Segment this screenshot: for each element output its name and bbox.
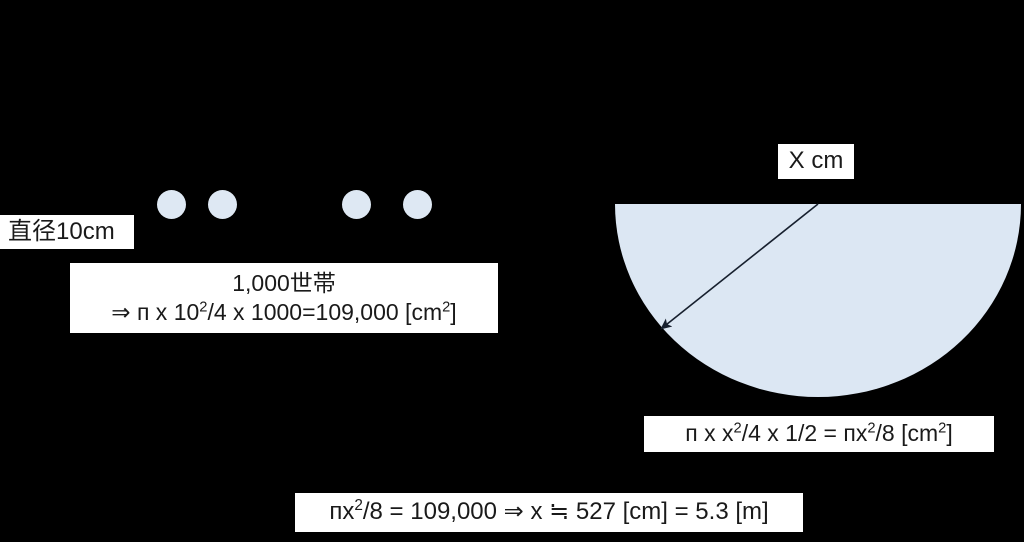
- household-formula-middle: /4 x 1000=109,000 [cm: [207, 299, 443, 325]
- semicircle-figure: [615, 203, 1021, 397]
- household-area-formula-box: 1,000世帯 ⇒ п x 102/4 x 1000=109,000 [cm2]: [70, 263, 498, 333]
- household-formula-suffix: ]: [450, 299, 457, 325]
- household-circle-4: [403, 190, 432, 219]
- radius-arrow: [660, 203, 819, 330]
- semicircle-formula-exponent-2: 2: [867, 420, 876, 437]
- semicircle-formula-part-4: ]: [946, 420, 953, 447]
- radius-length-text: X cm: [788, 147, 844, 175]
- diameter-label: 直径10cm: [0, 215, 134, 249]
- household-area-formula: ⇒ п x 102/4 x 1000=109,000 [cm2]: [111, 298, 456, 327]
- household-formula-prefix: ⇒ п x 10: [111, 299, 200, 325]
- result-formula: пx2/8 = 109,000 ⇒ x ≒ 527 [cm] = 5.3 [m]: [329, 497, 768, 528]
- household-circle-3: [342, 190, 371, 219]
- semicircle-formula-part-1: п x x: [685, 420, 734, 447]
- household-formula-exponent-2: 2: [442, 299, 451, 316]
- household-count-value: 1,000世帯: [232, 269, 336, 296]
- result-formula-box: пx2/8 = 109,000 ⇒ x ≒ 527 [cm] = 5.3 [m]: [295, 493, 803, 532]
- diameter-label-text: 直径10cm: [8, 217, 115, 245]
- result-formula-exponent-1: 2: [354, 497, 363, 515]
- semicircle-formula-exponent-1: 2: [733, 420, 742, 437]
- semicircle-shape: [615, 204, 1021, 397]
- semicircle-area-formula: п x x2/4 x 1/2 = пx2/8 [cm2]: [685, 419, 952, 448]
- household-circle-2: [208, 190, 237, 219]
- semicircle-formula-part-3: /8 [cm: [875, 420, 939, 447]
- semicircle-area-formula-box: п x x2/4 x 1/2 = пx2/8 [cm2]: [644, 416, 994, 452]
- result-formula-part-1: пx: [329, 498, 355, 526]
- semicircle-formula-part-2: /4 x 1/2 = пx: [741, 420, 868, 447]
- result-formula-part-2: /8 = 109,000 ⇒ x ≒ 527 [cm] = 5.3 [m]: [362, 498, 769, 526]
- semicircle-formula-exponent-3: 2: [938, 420, 947, 437]
- household-circle-1: [157, 190, 186, 219]
- household-count-text: 1,000世帯: [232, 269, 336, 298]
- radius-length-label: X cm: [778, 144, 854, 179]
- household-formula-exponent-1: 2: [199, 299, 208, 316]
